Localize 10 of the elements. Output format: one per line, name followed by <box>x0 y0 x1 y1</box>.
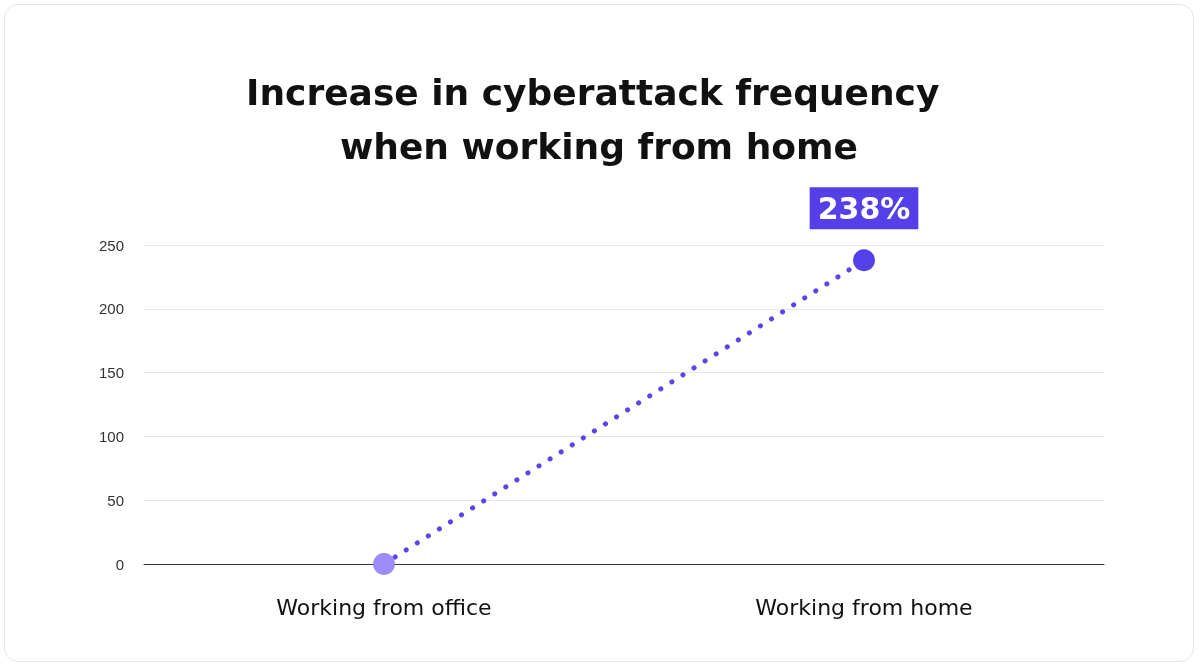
y-tick-label: 150 <box>98 364 124 382</box>
x-tick-label: Working from home <box>755 594 973 620</box>
y-tick-label: 200 <box>98 300 124 318</box>
data-label: 238% <box>817 190 911 226</box>
y-tick-label: 100 <box>98 427 124 445</box>
x-tick-label: Working from office <box>276 594 492 620</box>
y-tick-label: 250 <box>98 236 124 254</box>
y-tick-label: 50 <box>107 491 124 509</box>
y-tick-label: 0 <box>115 555 124 573</box>
chart-title: Increase in cyberattack frequency when working from home <box>246 71 952 167</box>
